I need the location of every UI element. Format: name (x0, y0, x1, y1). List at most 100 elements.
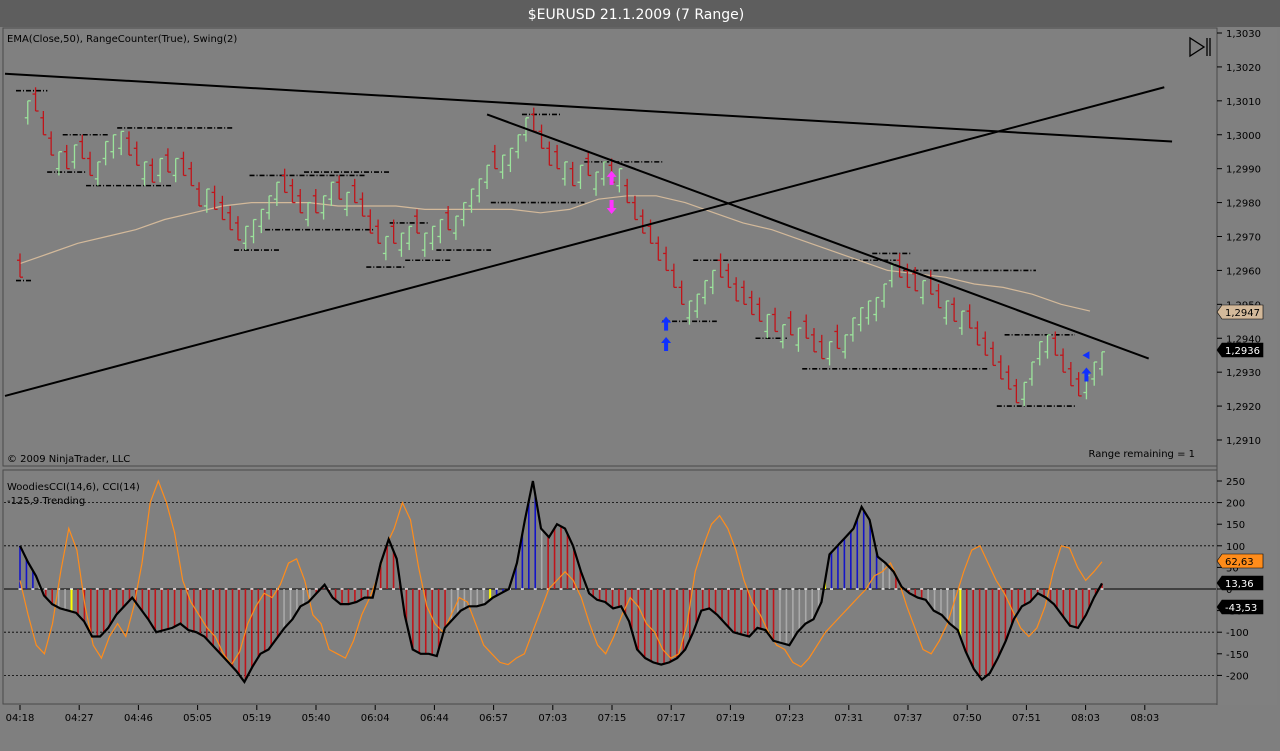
time-tick-label: 07:50 (953, 713, 982, 724)
last-price-badge: 1,2936 (1216, 342, 1264, 358)
time-tick-label: 05:19 (242, 713, 271, 724)
price-bar (826, 340, 833, 366)
price-bar (180, 151, 187, 177)
cci-tick-label: 200 (1226, 499, 1245, 510)
price-bar (507, 147, 514, 173)
price-bar (281, 168, 288, 194)
price-bar (491, 144, 498, 170)
price-bar (258, 208, 265, 234)
price-bar (951, 297, 958, 322)
ema-price-badge: 1,2947 (1216, 304, 1264, 320)
price-tick-label: 1,2920 (1226, 402, 1261, 413)
price-bar (17, 253, 23, 278)
time-tick-label: 05:05 (183, 713, 212, 724)
cci-indicator-label: WoodiesCCI(14,6), CCI(14) (7, 482, 140, 493)
cci-tick-label: 100 (1226, 542, 1245, 553)
price-bar (515, 134, 522, 159)
price-bar (125, 131, 132, 156)
time-tick-label: 07:51 (1012, 713, 1041, 724)
cci-main-badge-text: 13,36 (1225, 579, 1254, 590)
time-tick-label: 04:27 (65, 713, 94, 724)
price-bar (616, 168, 623, 193)
price-tick-label: 1,2960 (1226, 266, 1261, 277)
price-bar (460, 201, 467, 227)
range-remaining-label: Range remaining = 1 (1089, 449, 1195, 460)
price-panel[interactable] (2, 27, 1218, 467)
time-tick-label: 07:37 (894, 713, 923, 724)
price-bar (149, 158, 156, 183)
price-bar (203, 188, 210, 213)
price-tick-label: 1,2910 (1226, 436, 1261, 447)
price-bar (1091, 361, 1098, 386)
price-bar (912, 267, 919, 292)
cci-plot (4, 479, 1216, 684)
price-bar (1060, 348, 1067, 373)
price-bar (974, 321, 981, 346)
cci-histogram-badge: -43,53 (1216, 599, 1264, 615)
price-bar (266, 195, 273, 220)
price-tick-label: 1,3000 (1226, 131, 1261, 142)
time-tick-label: 07:03 (538, 713, 567, 724)
price-bar (546, 141, 553, 166)
price-bar (234, 216, 241, 241)
price-bar (842, 334, 849, 359)
price-bar (1013, 378, 1020, 404)
price-bar (24, 100, 31, 125)
price-bar (779, 324, 786, 349)
ema-price-badge-text: 1,2947 (1225, 308, 1260, 319)
price-bar (437, 218, 444, 244)
price-bar (375, 219, 382, 244)
price-bar (561, 161, 568, 186)
price-bar (694, 293, 701, 318)
panel-collapse-icon[interactable] (1189, 36, 1211, 58)
price-bar (881, 283, 888, 308)
cci-tick-label: 150 (1226, 520, 1245, 531)
price-bar (406, 225, 413, 251)
cci-panel[interactable] (2, 469, 1218, 705)
price-bar (600, 161, 607, 186)
price-bar (328, 181, 335, 206)
time-tick-label: 06:04 (361, 713, 390, 724)
price-bar (787, 311, 794, 336)
price-bar (452, 215, 459, 240)
price-bar (958, 310, 965, 335)
price-bar (1067, 361, 1074, 387)
trendline (4, 72, 1173, 143)
price-bar (141, 161, 148, 186)
cci-tick-label: 250 (1226, 477, 1245, 488)
cci-turbo-line (19, 479, 1103, 668)
time-tick-label: 07:19 (716, 713, 745, 724)
price-bar (118, 130, 125, 156)
price-bar (818, 334, 825, 360)
price-bar (740, 280, 747, 305)
price-bar (312, 189, 319, 214)
price-axis-area[interactable] (1217, 28, 1277, 705)
cci-turbo-badge-bg (1216, 553, 1264, 569)
cci-tick-label: 0 (1226, 585, 1232, 596)
price-bar (71, 144, 78, 169)
price-bar (320, 195, 327, 220)
last-price-badge-text: 1,2936 (1225, 346, 1260, 357)
price-bar (188, 161, 195, 187)
price-bar (857, 307, 864, 332)
price-bar (55, 151, 62, 176)
time-tick-label: 05:40 (302, 713, 331, 724)
price-bar (756, 297, 763, 322)
cci-main-badge-bg (1216, 575, 1264, 591)
trendline (4, 86, 1165, 397)
price-bar (242, 225, 249, 251)
signal-arrow (1082, 351, 1090, 360)
price-bar (795, 327, 802, 352)
price-bar (110, 134, 117, 159)
price-bar (305, 201, 312, 227)
price-bar (593, 171, 600, 196)
price-bar (935, 283, 942, 309)
title-bar (0, 0, 1280, 27)
price-bar (1028, 361, 1035, 386)
price-bar (429, 225, 436, 251)
price-bar (48, 131, 55, 156)
price-bar (670, 263, 677, 289)
price-bar (585, 151, 592, 177)
